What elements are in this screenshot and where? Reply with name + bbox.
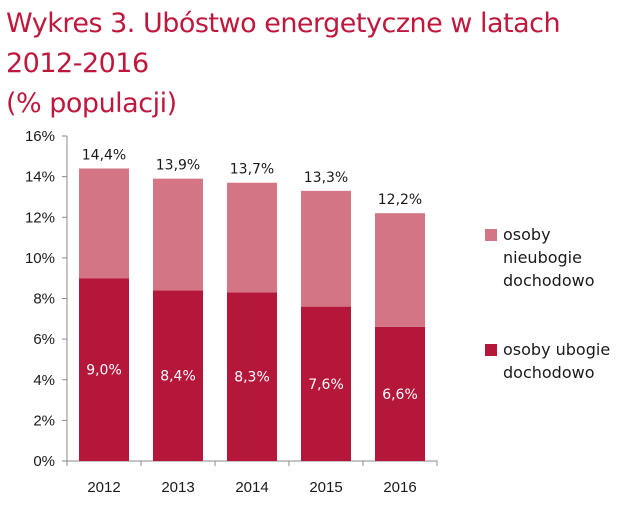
bar-segment-not-poor [153, 178, 203, 291]
bar-total-label: 13,3% [304, 170, 348, 186]
x-tick-label: 2013 [161, 479, 194, 496]
y-tick-label: 6% [33, 331, 55, 348]
bar-inner-label: 8,3% [234, 370, 270, 386]
bar-segment-poor [301, 306, 351, 461]
chart-title-line-1: Wykres 3. Ubóstwo energetyczne w latach … [6, 8, 561, 79]
bar-total-label: 13,9% [156, 158, 200, 174]
bar-total-label: 13,7% [230, 162, 274, 178]
bar-inner-label: 6,6% [382, 387, 418, 403]
bar-segment-not-poor [227, 182, 277, 293]
chart-title-line-2: (% populacji) [6, 88, 177, 119]
legend-swatch [485, 344, 497, 356]
x-tick-label: 2015 [309, 479, 342, 496]
bar-segment-poor [227, 292, 277, 461]
x-tick-label: 2016 [383, 479, 416, 496]
bar-inner-label: 8,4% [160, 369, 196, 385]
bar-total-label: 12,2% [378, 192, 422, 208]
legend-label: nieubogie [503, 248, 582, 267]
bar-segment-not-poor [375, 213, 425, 327]
x-tick-label: 2012 [87, 479, 120, 496]
legend-label: dochodowo [503, 271, 595, 290]
y-tick-label: 4% [33, 372, 55, 389]
bar-segment-poor [153, 290, 203, 461]
y-tick-label: 0% [33, 453, 55, 470]
legend-label: osoby ubogie [503, 340, 610, 359]
legend-swatch [485, 229, 497, 241]
chart-title: Wykres 3. Ubóstwo energetyczne w latach … [6, 4, 636, 124]
bar-segment-poor [375, 326, 425, 461]
legend-label: dochodowo [503, 363, 595, 382]
bar-total-label: 14,4% [82, 148, 126, 164]
legend-label: osoby [503, 225, 551, 244]
bar-inner-label: 7,6% [308, 377, 344, 393]
y-tick-label: 12% [25, 209, 55, 226]
y-tick-label: 14% [25, 169, 55, 186]
y-tick-label: 16% [25, 128, 55, 145]
y-tick-label: 2% [33, 412, 55, 429]
x-tick-label: 2014 [235, 479, 268, 496]
bar-segment-poor [79, 278, 129, 461]
y-tick-label: 8% [33, 291, 55, 308]
y-tick-label: 10% [25, 250, 55, 267]
bar-segment-not-poor [79, 168, 129, 279]
bar-inner-label: 9,0% [86, 363, 122, 379]
bar-segment-not-poor [301, 190, 351, 307]
